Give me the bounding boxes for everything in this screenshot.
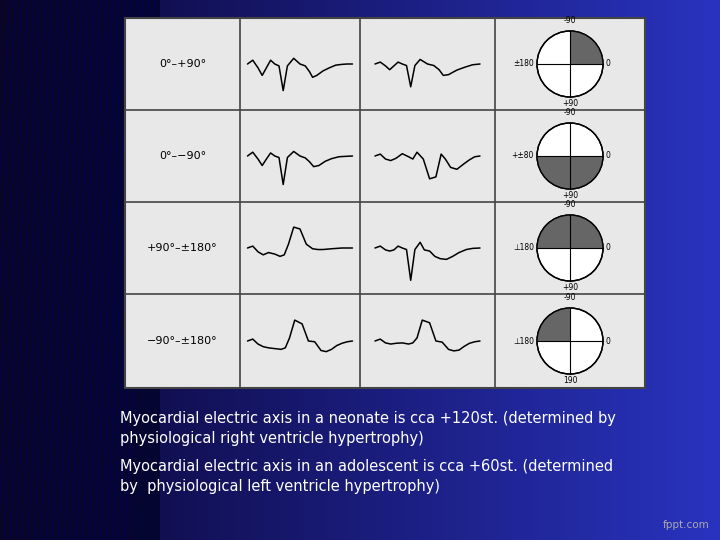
Circle shape <box>537 31 603 97</box>
Text: Myocardial electric axis in a neonate is cca +120st. (determined by: Myocardial electric axis in a neonate is… <box>120 411 616 426</box>
Circle shape <box>537 215 603 281</box>
Text: 0: 0 <box>605 244 610 253</box>
Text: 0°–+90°: 0°–+90° <box>159 59 206 69</box>
Wedge shape <box>537 215 570 248</box>
Text: -90: -90 <box>564 293 576 302</box>
Wedge shape <box>570 156 603 189</box>
Text: 0: 0 <box>605 336 610 346</box>
Text: +90°–±180°: +90°–±180° <box>147 243 218 253</box>
Text: -90: -90 <box>564 200 576 209</box>
Text: 0: 0 <box>605 59 610 69</box>
Text: +90: +90 <box>562 191 578 200</box>
Text: -90: -90 <box>564 108 576 117</box>
Wedge shape <box>570 215 603 248</box>
Text: Myocardial electric axis in an adolescent is cca +60st. (determined: Myocardial electric axis in an adolescen… <box>120 459 613 474</box>
Text: +90: +90 <box>562 99 578 108</box>
Text: ±180: ±180 <box>513 59 534 69</box>
Text: ⊥180: ⊥180 <box>513 244 534 253</box>
Circle shape <box>537 123 603 189</box>
Text: by  physiological left ventricle hypertrophy): by physiological left ventricle hypertro… <box>120 479 440 494</box>
Bar <box>125 18 645 388</box>
Text: 0°–−90°: 0°–−90° <box>159 151 206 161</box>
Text: physiological right ventricle hypertrophy): physiological right ventricle hypertroph… <box>120 431 424 446</box>
Circle shape <box>537 308 603 374</box>
Text: +±80: +±80 <box>512 152 534 160</box>
Text: +90: +90 <box>562 283 578 292</box>
Text: ⊥180: ⊥180 <box>513 336 534 346</box>
Wedge shape <box>537 156 570 189</box>
Wedge shape <box>537 308 570 341</box>
Text: 0: 0 <box>605 152 610 160</box>
Text: 190: 190 <box>563 376 577 385</box>
Wedge shape <box>570 31 603 64</box>
Text: -90: -90 <box>564 16 576 25</box>
Text: −90°–±180°: −90°–±180° <box>147 336 218 346</box>
Text: fppt.com: fppt.com <box>663 520 710 530</box>
